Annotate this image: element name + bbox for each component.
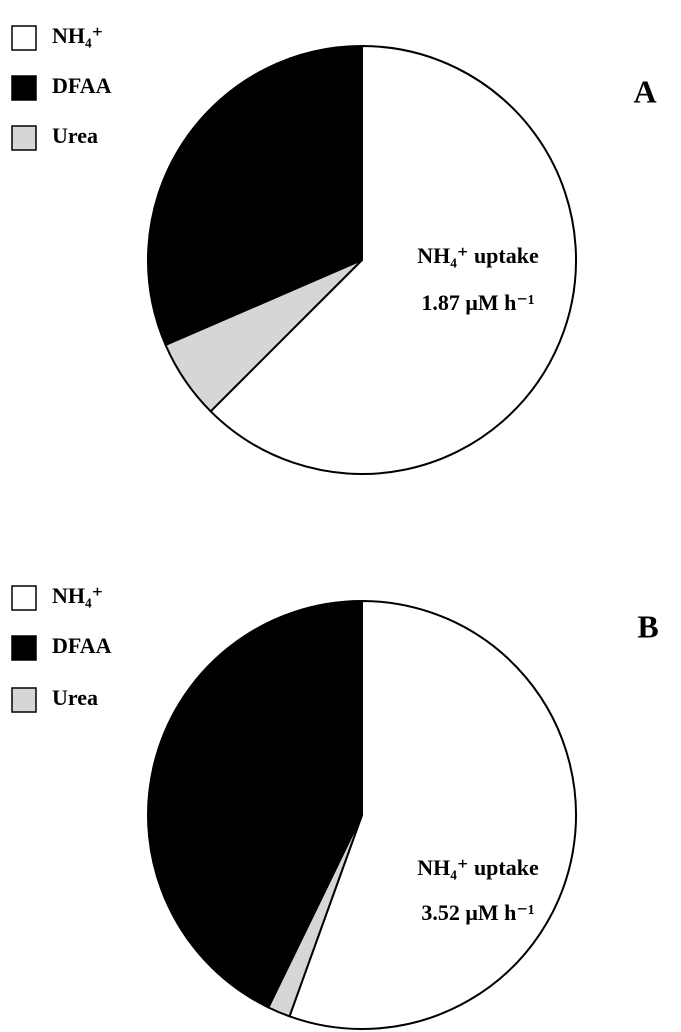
legend-label: Urea [52,123,98,148]
legend-swatch [11,635,37,661]
panel-label: A [633,73,656,109]
legend-swatch [11,75,37,101]
pie-slice [209,45,577,475]
pie-chart: NH₄⁺ DFAA Urea B NH₄⁺ uptake 3.52 μM h⁻¹ [11,583,659,1030]
pie-slice [147,600,363,1009]
legend-label: DFAA [52,73,112,98]
pie-slice [267,814,363,1018]
pie-slice [147,45,363,346]
legend-swatch [11,25,37,51]
pie-chart: NH₄⁺ DFAA Urea A NH₄⁺ uptake 1.87 μM h⁻¹ [11,23,657,475]
legend-label: DFAA [52,633,112,658]
legend-label: Urea [52,685,98,710]
annotation: 3.52 μM h⁻¹ [421,900,534,925]
annotation: NH₄⁺ uptake [417,243,539,268]
legend-label: NH₄⁺ [52,583,103,608]
pie-slice [164,259,363,413]
legend-swatch [11,125,37,151]
annotation: 1.87 μM h⁻¹ [421,290,534,315]
legend-swatch [11,585,37,611]
panel-label: B [637,608,658,644]
annotation: NH₄⁺ uptake [417,855,539,880]
legend-label: NH₄⁺ [52,23,103,48]
pie-slice [288,600,577,1030]
legend-swatch [11,687,37,713]
